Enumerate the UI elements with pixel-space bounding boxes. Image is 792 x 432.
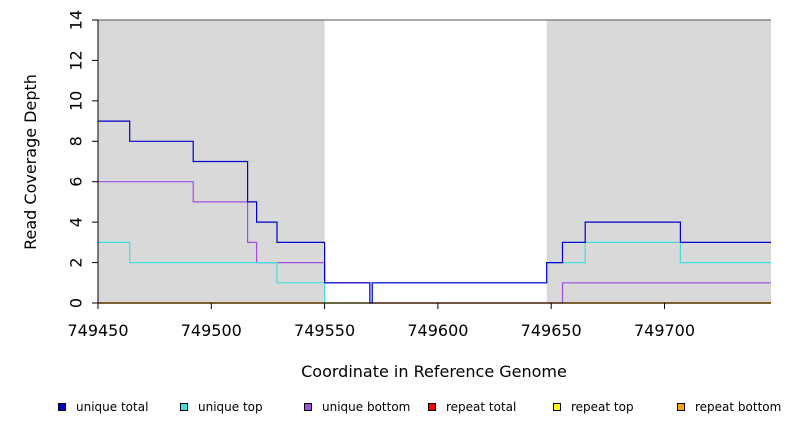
- legend-item-repeat-top: repeat top: [553, 400, 634, 414]
- shaded-region-1: [546, 20, 771, 303]
- y-tick-label: 12: [67, 50, 86, 70]
- legend-label: unique bottom: [322, 400, 411, 414]
- x-tick-label: 749450: [67, 321, 128, 340]
- legend-label: repeat top: [571, 400, 634, 414]
- y-tick-label: 14: [67, 10, 86, 30]
- legend-swatch: [58, 403, 66, 411]
- legend-item-unique-bottom: unique bottom: [304, 400, 410, 414]
- y-tick-label: 6: [67, 177, 86, 187]
- legend-label: unique top: [198, 400, 263, 414]
- legend-swatch: [304, 403, 312, 411]
- axes: 0 2 4 6 8 10 12 14 749450 749500 749550 749600 74965…: [67, 10, 771, 340]
- legend-item-repeat-bottom: repeat bottom: [677, 400, 781, 414]
- x-tick-label: 749600: [407, 321, 468, 340]
- legend-swatch: [428, 403, 436, 411]
- legend-swatch: [677, 403, 685, 411]
- y-tick-label: 10: [67, 91, 86, 111]
- coverage-chart: 0 2 4 6 8 10 12 14 749450 749500 749550 749600 74965…: [21, 10, 771, 381]
- y-axis-title: Read Coverage Depth: [21, 74, 40, 250]
- legend-swatch: [553, 403, 561, 411]
- y-tick-label: 0: [67, 298, 86, 308]
- x-tick-label: 749650: [521, 321, 582, 340]
- legend-label: repeat total: [446, 400, 517, 414]
- y-tick-label: 4: [67, 217, 86, 227]
- y-tick-label: 2: [67, 257, 86, 267]
- legend-swatch: [180, 403, 188, 411]
- legend-item-unique-top: unique top: [180, 400, 263, 414]
- legend: unique total unique top unique bottom repea…: [0, 400, 792, 420]
- x-tick-label: 749700: [634, 321, 695, 340]
- legend-item-unique-total: unique total: [58, 400, 148, 414]
- legend-label: repeat bottom: [695, 400, 782, 414]
- x-tick-label: 749550: [294, 321, 355, 340]
- x-tick-label: 749500: [181, 321, 242, 340]
- legend-label: unique total: [76, 400, 149, 414]
- shaded-regions: [98, 20, 771, 303]
- legend-item-repeat-total: repeat total: [428, 400, 516, 414]
- series-line-unique-total: [98, 120, 771, 304]
- y-tick-label: 8: [67, 136, 86, 146]
- x-axis-title: Coordinate in Reference Genome: [301, 362, 567, 381]
